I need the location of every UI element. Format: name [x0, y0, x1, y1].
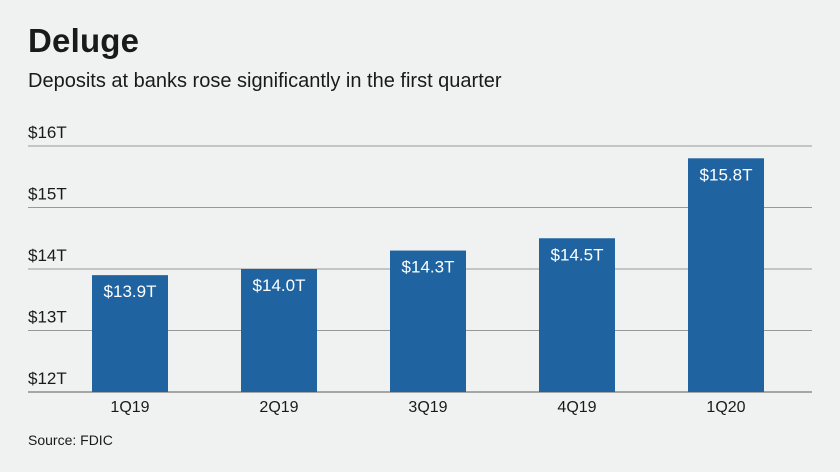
x-tick-label: 1Q20 — [706, 399, 745, 416]
bar-4q19 — [539, 238, 615, 392]
source-note: Source: FDIC — [28, 432, 113, 448]
x-tick-label: 4Q19 — [557, 399, 596, 416]
y-tick-label: $15T — [28, 185, 67, 204]
bar-1q19 — [92, 275, 168, 392]
bars: $13.9T $14.0T $14.3T $14.5T $15.8T — [92, 158, 764, 392]
chart-title: Deluge — [28, 22, 140, 59]
x-tick-label: 2Q19 — [259, 399, 298, 416]
y-tick-label: $14T — [28, 246, 67, 265]
x-tick-label: 1Q19 — [110, 399, 149, 416]
x-tick-labels: 1Q19 2Q19 3Q19 4Q19 1Q20 — [110, 399, 745, 416]
y-tick-label: $13T — [28, 308, 67, 327]
y-tick-labels: $12T $13T $14T $15T $16T — [28, 123, 67, 388]
bar-value-label: $13.9T — [104, 282, 157, 301]
y-tick-label: $12T — [28, 369, 67, 388]
x-tick-label: 3Q19 — [408, 399, 447, 416]
bar-2q19 — [241, 269, 317, 392]
bar-value-label: $15.8T — [700, 165, 753, 184]
bar-3q19 — [390, 250, 466, 392]
y-tick-label: $16T — [28, 123, 67, 142]
chart-subtitle: Deposits at banks rose significantly in … — [28, 70, 502, 92]
bar-value-label: $14.0T — [253, 276, 306, 295]
bar-1q20 — [688, 158, 764, 392]
bar-value-label: $14.3T — [402, 258, 455, 277]
bar-value-label: $14.5T — [551, 245, 604, 264]
